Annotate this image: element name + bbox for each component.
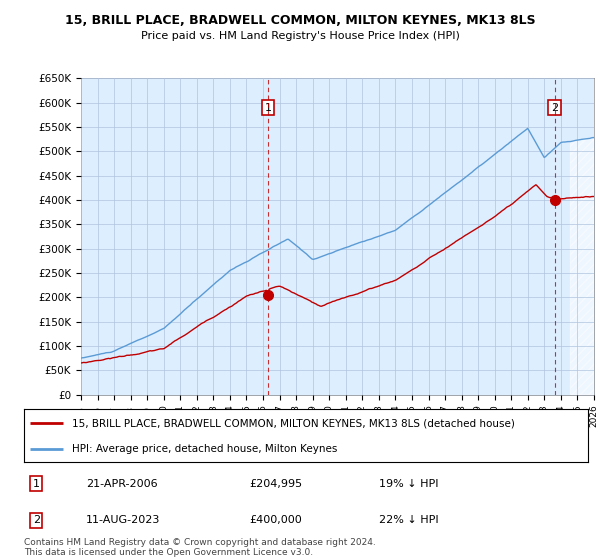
Text: 1: 1 xyxy=(33,479,40,489)
Text: £204,995: £204,995 xyxy=(250,479,303,489)
Text: 1: 1 xyxy=(265,102,271,113)
Text: £400,000: £400,000 xyxy=(250,515,302,525)
Text: 15, BRILL PLACE, BRADWELL COMMON, MILTON KEYNES, MK13 8LS (detached house): 15, BRILL PLACE, BRADWELL COMMON, MILTON… xyxy=(72,418,515,428)
Text: 22% ↓ HPI: 22% ↓ HPI xyxy=(379,515,439,525)
Text: 2: 2 xyxy=(551,102,558,113)
Text: 19% ↓ HPI: 19% ↓ HPI xyxy=(379,479,439,489)
Text: Contains HM Land Registry data © Crown copyright and database right 2024.
This d: Contains HM Land Registry data © Crown c… xyxy=(24,538,376,557)
Text: 11-AUG-2023: 11-AUG-2023 xyxy=(86,515,160,525)
Text: Price paid vs. HM Land Registry's House Price Index (HPI): Price paid vs. HM Land Registry's House … xyxy=(140,31,460,41)
Text: 2: 2 xyxy=(33,515,40,525)
Text: 21-APR-2006: 21-APR-2006 xyxy=(86,479,158,489)
Text: 15, BRILL PLACE, BRADWELL COMMON, MILTON KEYNES, MK13 8LS: 15, BRILL PLACE, BRADWELL COMMON, MILTON… xyxy=(65,14,535,27)
Text: HPI: Average price, detached house, Milton Keynes: HPI: Average price, detached house, Milt… xyxy=(72,444,337,454)
